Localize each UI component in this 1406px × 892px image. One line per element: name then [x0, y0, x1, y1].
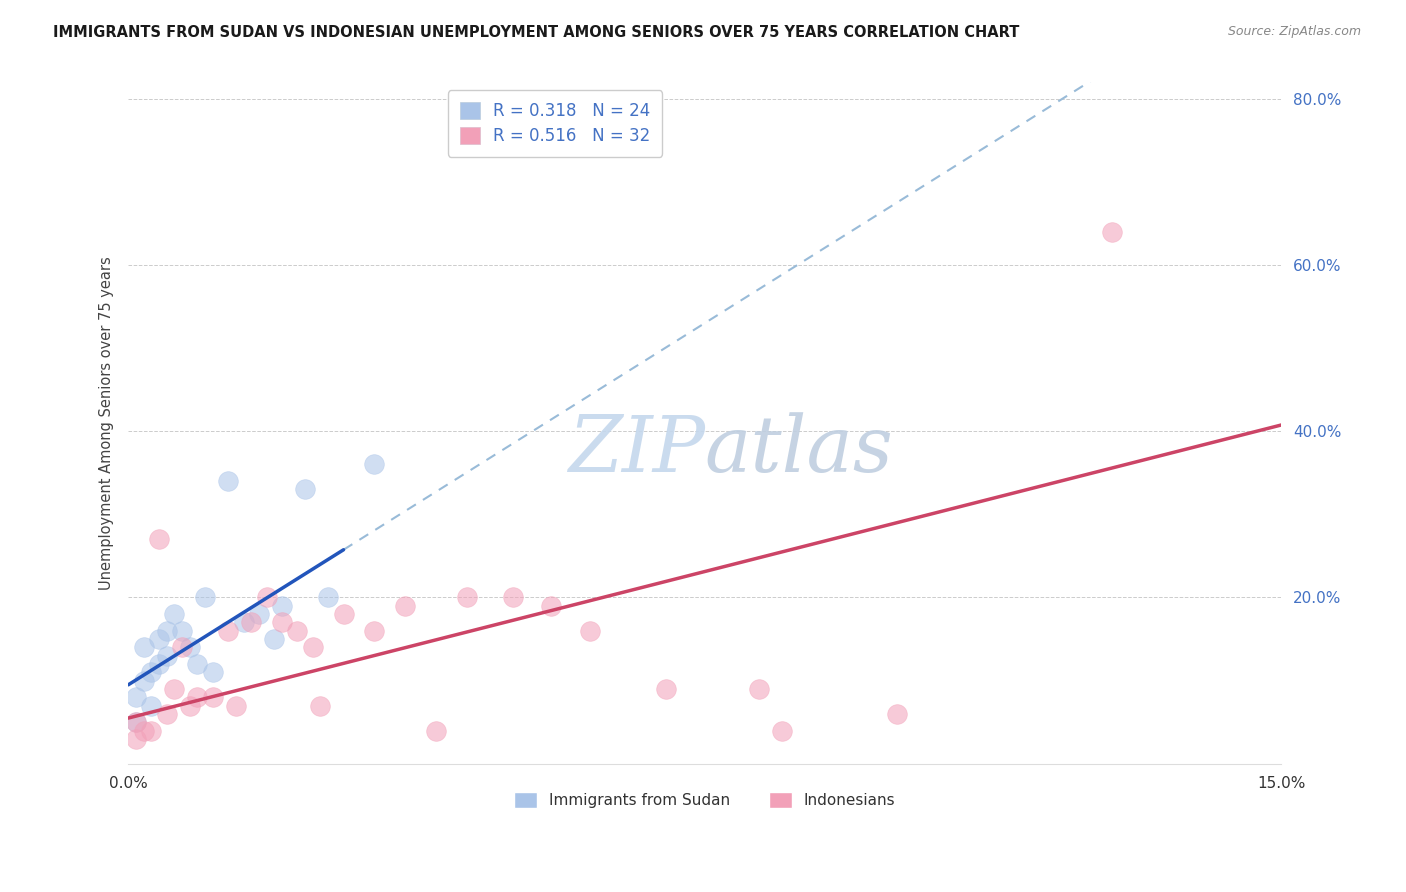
- Point: [263, 632, 285, 646]
- Point: [287, 624, 309, 638]
- Point: [655, 681, 678, 696]
- Text: Source: ZipAtlas.com: Source: ZipAtlas.com: [1227, 25, 1361, 38]
- Point: [309, 698, 332, 713]
- Point: [163, 607, 186, 621]
- Point: [201, 665, 224, 680]
- Point: [271, 615, 294, 630]
- Point: [456, 591, 478, 605]
- Point: [125, 715, 148, 730]
- Point: [194, 591, 217, 605]
- Point: [271, 599, 294, 613]
- Point: [217, 474, 239, 488]
- Point: [179, 640, 201, 655]
- Point: [316, 591, 339, 605]
- Point: [148, 657, 170, 671]
- Point: [578, 624, 600, 638]
- Point: [770, 723, 793, 738]
- Point: [141, 665, 163, 680]
- Point: [170, 624, 193, 638]
- Text: atlas: atlas: [704, 412, 894, 488]
- Point: [125, 715, 148, 730]
- Point: [225, 698, 247, 713]
- Point: [141, 698, 163, 713]
- Point: [394, 599, 416, 613]
- Text: IMMIGRANTS FROM SUDAN VS INDONESIAN UNEMPLOYMENT AMONG SENIORS OVER 75 YEARS COR: IMMIGRANTS FROM SUDAN VS INDONESIAN UNEM…: [53, 25, 1019, 40]
- Point: [156, 706, 179, 721]
- Legend: Immigrants from Sudan, Indonesians: Immigrants from Sudan, Indonesians: [508, 786, 901, 814]
- Point: [179, 698, 201, 713]
- Point: [1101, 225, 1123, 239]
- Point: [148, 632, 170, 646]
- Point: [163, 681, 186, 696]
- Point: [502, 591, 524, 605]
- Point: [186, 657, 208, 671]
- Point: [425, 723, 447, 738]
- Point: [232, 615, 254, 630]
- Point: [247, 607, 270, 621]
- Point: [156, 624, 179, 638]
- Point: [363, 458, 385, 472]
- Point: [217, 624, 239, 638]
- Point: [125, 731, 148, 746]
- Point: [156, 648, 179, 663]
- Point: [132, 673, 155, 688]
- Point: [132, 723, 155, 738]
- Point: [301, 640, 323, 655]
- Point: [886, 706, 908, 721]
- Point: [170, 640, 193, 655]
- Point: [201, 690, 224, 705]
- Point: [125, 690, 148, 705]
- Point: [256, 591, 278, 605]
- Point: [240, 615, 263, 630]
- Text: ZIP: ZIP: [568, 412, 704, 488]
- Point: [332, 607, 354, 621]
- Point: [363, 624, 385, 638]
- Point: [148, 533, 170, 547]
- Point: [141, 723, 163, 738]
- Y-axis label: Unemployment Among Seniors over 75 years: Unemployment Among Seniors over 75 years: [100, 256, 114, 590]
- Point: [748, 681, 770, 696]
- Point: [294, 483, 316, 497]
- Point: [186, 690, 208, 705]
- Point: [540, 599, 562, 613]
- Point: [132, 640, 155, 655]
